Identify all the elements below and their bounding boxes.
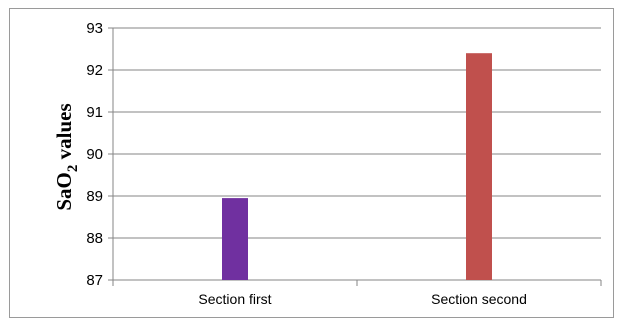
y-tick-label: 88 [86, 230, 103, 247]
y-tick-label: 93 [86, 20, 103, 37]
y-tick-label: 89 [86, 188, 103, 205]
chart-frame [9, 8, 614, 318]
y-tick-label: 92 [86, 62, 103, 79]
bars [222, 53, 492, 281]
y-tick-label: 87 [86, 272, 103, 289]
bar-2 [466, 53, 492, 281]
y-tick-label: 91 [86, 104, 103, 121]
y-axis-label: SaO2 values [52, 103, 81, 210]
y-tick-labels: 87 88 89 90 91 92 93 [86, 20, 113, 289]
gridlines [113, 27, 601, 239]
y-tick-label: 90 [86, 146, 103, 163]
bar-1 [222, 198, 248, 280]
x-tick-labels: Section first Section second [112, 280, 602, 307]
x-category-label: Section second [431, 291, 527, 307]
x-category-label: Section first [198, 291, 271, 307]
